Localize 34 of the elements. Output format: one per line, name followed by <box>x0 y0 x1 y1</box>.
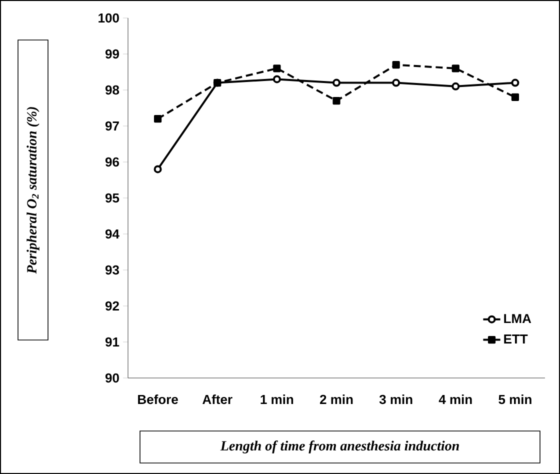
point <box>452 82 460 90</box>
x-tick-label: After <box>202 394 232 404</box>
x-tick-label: Before <box>138 394 178 404</box>
point <box>511 93 520 101</box>
y-tick-label: 90 <box>105 373 119 383</box>
point <box>272 75 281 84</box>
point <box>332 78 340 87</box>
x-tick-label: 5 min <box>498 394 532 404</box>
x-tick-label: 2 min <box>320 394 353 404</box>
x-tick-label: 3 min <box>379 394 412 404</box>
x-tick-label: 1 min <box>260 394 294 404</box>
y-tick-label: 100 <box>98 13 119 23</box>
y-tick-label: 93 <box>105 265 119 275</box>
y-axis-title: Peripheral O$_{2}$ saturation (%) <box>26 107 40 274</box>
y-tick-label: 91 <box>105 337 120 347</box>
point <box>392 60 400 69</box>
y-tick-label: 97 <box>105 121 119 131</box>
point <box>452 64 460 72</box>
y-tick-label: 92 <box>105 301 119 311</box>
legend-label: ETT <box>504 334 528 344</box>
y-tick-label: 98 <box>105 85 120 95</box>
y-tick-label: 94 <box>105 229 120 239</box>
point <box>332 96 340 105</box>
y-tick-label: 99 <box>105 49 119 59</box>
y-tick-label: 95 <box>105 193 120 203</box>
point <box>154 165 162 174</box>
legend-label: LMA <box>504 314 532 324</box>
y-tick-label: 96 <box>105 157 119 167</box>
point <box>273 64 281 72</box>
point <box>511 78 520 87</box>
x-tick-label: 4 min <box>438 394 472 404</box>
x-axis-title: Length of time from anesthesia induction <box>220 440 459 454</box>
point <box>392 78 400 87</box>
point <box>154 114 162 123</box>
